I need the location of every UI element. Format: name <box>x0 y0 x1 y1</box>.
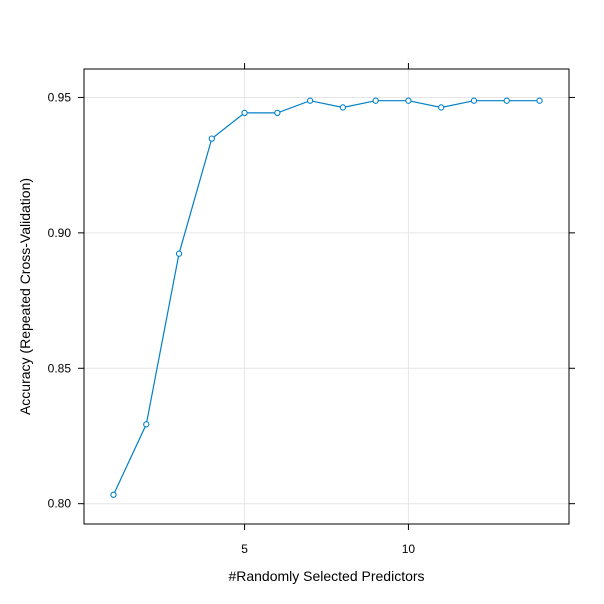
y-tick-label: 0.90 <box>48 226 72 240</box>
x-axis-title: #Randomly Selected Predictors <box>228 568 424 584</box>
data-point <box>175 250 183 257</box>
y-tick-labels: 0.80 0.85 0.90 0.95 <box>48 90 72 510</box>
y-tick-label: 0.85 <box>48 361 72 375</box>
x-tick-label: 5 <box>241 542 248 556</box>
y-tick-label: 0.80 <box>48 497 72 511</box>
data-point <box>503 97 510 104</box>
data-point <box>208 135 215 142</box>
data-point <box>241 109 248 117</box>
data-point <box>339 104 347 111</box>
data-point <box>470 97 478 104</box>
x-tick-labels: 5 10 <box>241 542 415 556</box>
grid-lines <box>84 69 569 524</box>
data-point <box>438 104 445 111</box>
axis-ticks <box>78 63 575 530</box>
data-point <box>536 97 543 104</box>
data-point <box>274 109 281 117</box>
plot-frame <box>83 68 570 525</box>
x-tick-label: 10 <box>402 542 416 556</box>
series-line <box>112 100 540 495</box>
data-point <box>372 97 379 104</box>
data-point <box>405 97 412 104</box>
data-point <box>306 97 314 104</box>
y-tick-label: 0.95 <box>48 90 72 104</box>
data-point <box>143 421 150 428</box>
data-point <box>110 491 117 498</box>
y-axis-title: Accuracy (Repeated Cross-Validation) <box>17 178 33 415</box>
series-layer <box>110 97 543 498</box>
